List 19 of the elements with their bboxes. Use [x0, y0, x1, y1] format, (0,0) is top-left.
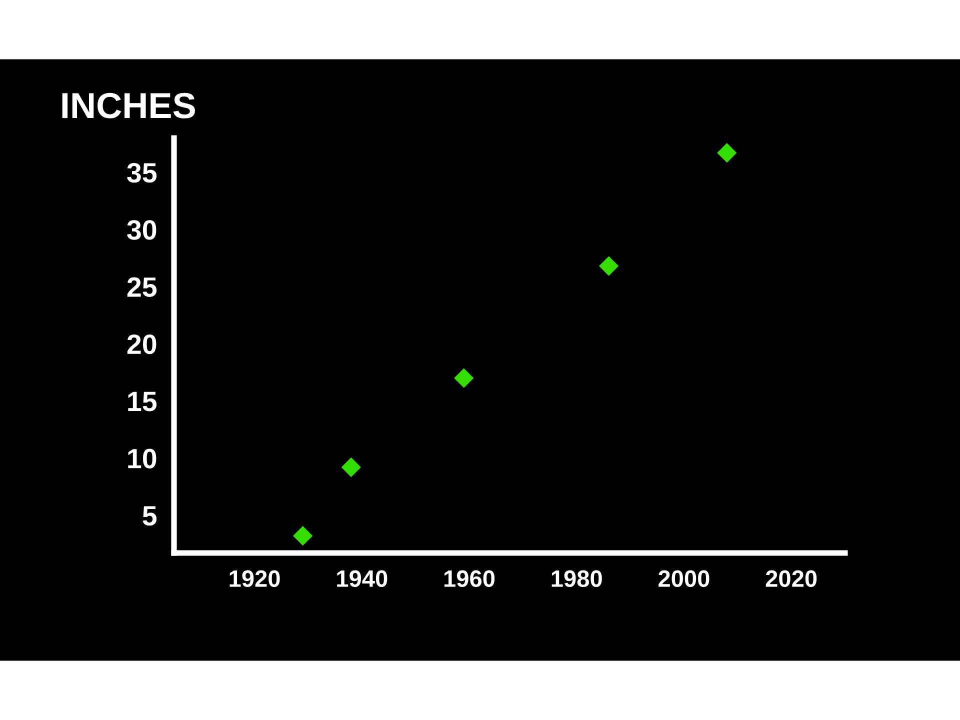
y-tick-label: 5	[142, 506, 157, 526]
y-tick-label: 35	[127, 162, 157, 183]
x-tick-label: 1940	[337, 570, 388, 588]
x-tick-label: 1920	[230, 570, 280, 588]
y-tick-label: 25	[127, 277, 157, 297]
x-tick-label: 1980	[552, 570, 602, 588]
x-tick-label: 2000	[658, 570, 710, 588]
y-tick-label: 20	[127, 334, 156, 354]
x-tick-label: 2020	[766, 570, 817, 588]
point	[717, 143, 736, 162]
y-tick-label: 10	[128, 448, 156, 468]
point	[293, 526, 312, 546]
y-tick-label: 30	[127, 220, 156, 240]
point	[454, 368, 474, 388]
y-axis-title: INCHES	[62, 92, 195, 118]
point	[599, 256, 618, 276]
point	[342, 458, 361, 477]
x-tick-label: 1960	[444, 570, 495, 588]
y-tick-label: 15	[128, 392, 157, 412]
